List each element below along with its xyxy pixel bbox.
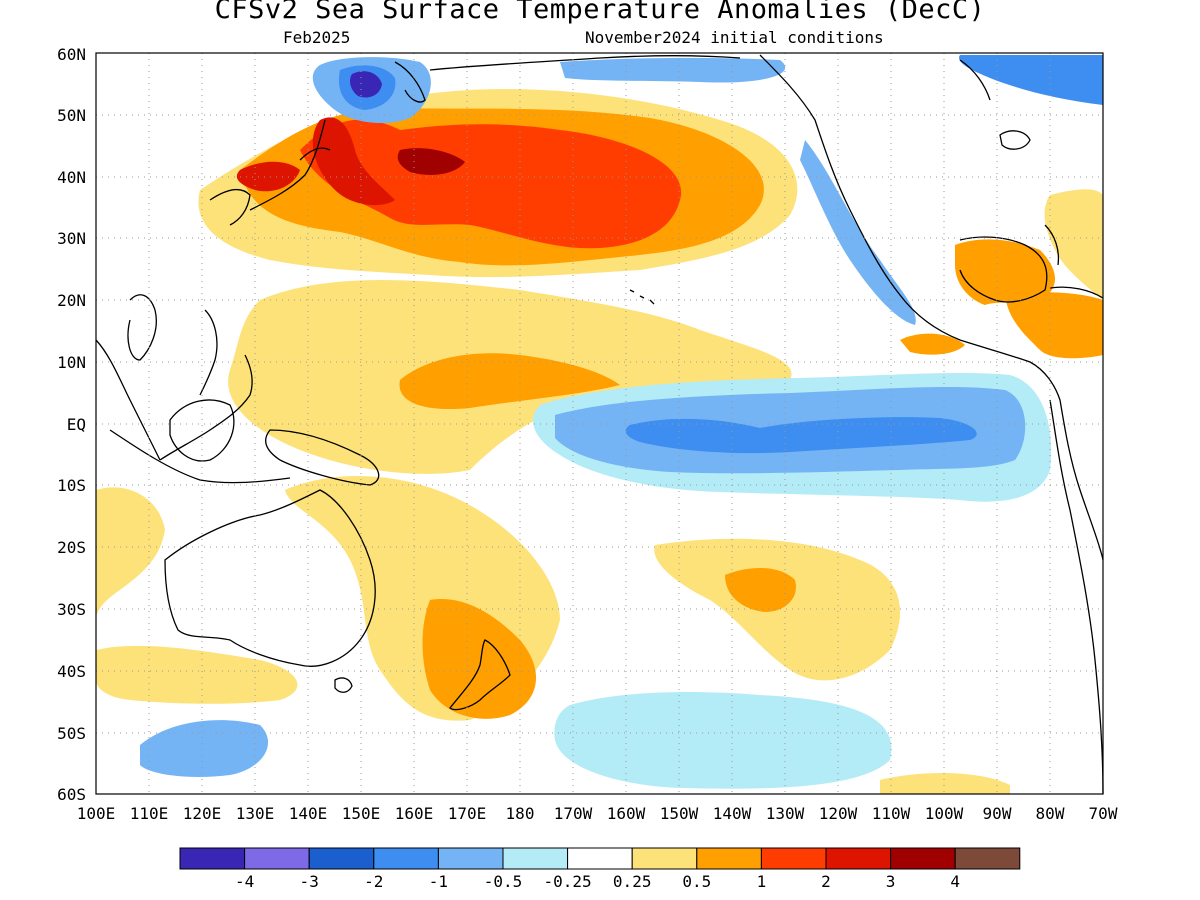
lon-label-150w: 150W — [659, 804, 699, 823]
lon-label-100e: 100E — [76, 804, 116, 823]
lon-label-140w: 140W — [712, 804, 752, 823]
colorbar-label: -4 — [234, 872, 255, 891]
lat-label-40n: 40N — [57, 168, 86, 187]
coastline-kamchatka — [394, 61, 426, 103]
anomaly-region-kuroshio-core — [397, 148, 465, 175]
anomaly-region-caribbean-warm — [1005, 292, 1103, 359]
colorbar-label: -0.5 — [483, 872, 523, 891]
anomaly-region-okhotsk-deep — [350, 71, 382, 98]
lat-label-20s: 20S — [57, 538, 86, 557]
anomaly-region-atlantic-warm — [1044, 189, 1103, 300]
coastline-sumatra-java — [109, 429, 291, 484]
colorbar-label: -0.25 — [543, 872, 592, 891]
lon-label-140e: 140E — [288, 804, 328, 823]
anomaly-region-kuroshio-red — [300, 119, 682, 249]
anomaly-region-mexico-coast — [900, 333, 965, 355]
lon-label-170e: 170E — [447, 804, 487, 823]
lat-label-10n: 10N — [57, 353, 86, 372]
lat-label-30n: 30N — [57, 229, 86, 248]
coastline-new-zealand — [449, 639, 511, 711]
lon-label-110w: 110W — [871, 804, 911, 823]
colorbar-label: 2 — [821, 872, 831, 891]
coastline-north-america — [759, 54, 1104, 561]
lat-label-30s: 30S — [57, 600, 86, 619]
anomaly-region-southern-cold-west — [140, 720, 269, 777]
map-frame — [95, 52, 1104, 795]
anomaly-region-alaska-cold — [560, 57, 786, 83]
coastline-philippines — [199, 309, 218, 396]
lon-label-170w: 170W — [553, 804, 593, 823]
anomaly-region-tasman-orange — [422, 599, 537, 719]
anomaly-region-southern-cold-light — [554, 692, 892, 789]
anomaly-region-indian-warm — [96, 487, 165, 620]
lat-label-50s: 50S — [57, 724, 86, 743]
valid-month-label: Feb2025 — [283, 28, 351, 47]
anomaly-field — [96, 53, 1103, 794]
coastline-cuba — [1049, 286, 1104, 299]
lon-label-160e: 160E — [394, 804, 434, 823]
lon-label-120w: 120W — [818, 804, 858, 823]
coastline-florida — [1044, 224, 1060, 266]
lon-label-100w: 100W — [924, 804, 964, 823]
colorbar-label: 4 — [950, 872, 961, 891]
colorbar-label: -3 — [299, 872, 319, 891]
anomaly-region-ne-atlantic-cold — [959, 55, 1103, 105]
lon-label-70w: 70W — [1088, 804, 1118, 823]
lat-label-40s: 40S — [57, 662, 86, 681]
anomaly-region-kuroshio-darkred — [312, 117, 395, 206]
lon-label-120e: 120E — [182, 804, 222, 823]
lat-label-60s: 60S — [57, 785, 86, 804]
coastline-asia — [95, 339, 253, 461]
lon-label-90w: 90W — [982, 804, 1012, 823]
anomaly-region-tropical-orange — [399, 353, 620, 410]
colorbar-label: -1 — [428, 872, 449, 891]
anomaly-region-gulf-warm — [955, 239, 1055, 305]
colorbar-label: 1 — [756, 872, 767, 891]
lat-label-10s: 10S — [57, 476, 86, 495]
initial-conditions-label: November2024 initial conditions — [585, 28, 884, 47]
anomaly-region-south-central-orange — [725, 568, 796, 612]
coastline-tasmania — [334, 677, 353, 693]
coastline-aleutians — [429, 55, 741, 71]
coastline-hawaii — [629, 289, 655, 305]
coastline-korea — [209, 188, 251, 226]
anomaly-region-south-indian-warm — [96, 645, 298, 704]
lat-label-50n: 50N — [57, 106, 86, 125]
coastline-south-america — [1049, 399, 1104, 795]
lat-label-20n: 20N — [57, 291, 86, 310]
coastlines — [95, 54, 1104, 795]
coastline-greenland — [959, 59, 991, 101]
colorbar-label: -2 — [364, 872, 384, 891]
lat-label-60n: 60N — [57, 45, 86, 64]
anomaly-region-southern-warm-east — [880, 773, 1010, 794]
lon-label-150e: 150E — [341, 804, 381, 823]
colorbar-label: 3 — [885, 872, 896, 891]
anomaly-region-japan-sea — [236, 161, 300, 192]
coastline-indochina — [127, 294, 157, 361]
coastline-great-lakes — [999, 130, 1031, 150]
coastline-borneo — [169, 399, 235, 462]
map-title: CFSv2 Sea Surface Temperature Anomalies … — [214, 0, 986, 25]
coastline-new-guinea — [265, 429, 380, 486]
lon-label-130w: 130W — [765, 804, 805, 823]
lat-label-eq: EQ — [66, 415, 86, 434]
lon-label-110e: 110E — [129, 804, 169, 823]
anomaly-region-california-cold — [800, 140, 916, 325]
anomaly-region-cold-tongue-core — [625, 417, 977, 454]
lon-label-130e: 130E — [235, 804, 275, 823]
coastline-australia — [164, 489, 376, 667]
lon-label-80w: 80W — [1035, 804, 1065, 823]
coastline-japan — [249, 119, 331, 211]
lon-label-180: 180 — [505, 804, 535, 823]
colorbar-label: 0.5 — [682, 872, 712, 891]
lon-label-160w: 160W — [606, 804, 646, 823]
colorbar-label: 0.25 — [612, 872, 652, 891]
